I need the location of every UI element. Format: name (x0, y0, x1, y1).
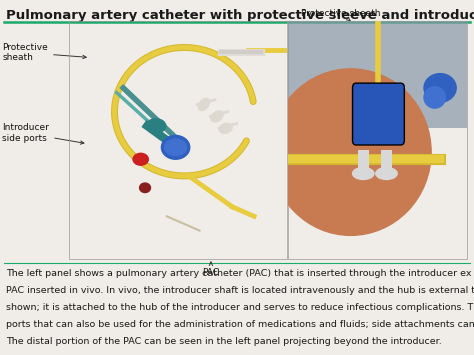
Bar (381, 150, 392, 169)
Ellipse shape (211, 111, 223, 122)
Ellipse shape (424, 73, 456, 102)
Ellipse shape (353, 168, 374, 180)
Text: Protective
sheath: Protective sheath (2, 43, 86, 62)
Text: Introducer shaft: Introducer shaft (301, 140, 374, 160)
Text: PAC inserted in vivo. In vivo, the introducer shaft is located intravenously and: PAC inserted in vivo. In vivo, the intro… (6, 286, 474, 295)
Ellipse shape (164, 139, 186, 156)
Bar (358, 150, 369, 169)
Text: Introducer hub: Introducer hub (301, 120, 368, 129)
Text: The distal portion of the PAC can be seen in the left panel projecting beyond th: The distal portion of the PAC can be see… (6, 337, 441, 346)
Ellipse shape (219, 124, 232, 133)
Text: Pulmonary artery catheter with protective sleeve and introducer: Pulmonary artery catheter with protectiv… (6, 9, 474, 22)
Text: Introducer
side ports: Introducer side ports (2, 124, 84, 144)
Text: Suture attachments: Suture attachments (301, 161, 391, 196)
Text: shown; it is attached to the hub of the introducer and serves to reduce infectio: shown; it is attached to the hub of the … (6, 303, 474, 312)
Ellipse shape (139, 183, 150, 192)
Text: ports that can also be used for the administration of medications and fluids; si: ports that can also be used for the admi… (6, 320, 474, 329)
Text: PAC: PAC (202, 262, 219, 277)
Bar (288, 21, 467, 259)
Ellipse shape (146, 119, 166, 133)
Ellipse shape (198, 98, 210, 111)
FancyBboxPatch shape (353, 83, 404, 145)
Text: The left panel shows a pulmonary artery catheter (PAC) that is inserted through : The left panel shows a pulmonary artery … (6, 269, 474, 278)
Bar (69, 21, 287, 259)
Ellipse shape (376, 168, 397, 180)
Ellipse shape (424, 87, 446, 108)
Ellipse shape (270, 69, 431, 235)
Bar (288, 21, 467, 128)
Text: Protective sheath: Protective sheath (301, 9, 381, 21)
Ellipse shape (161, 136, 190, 159)
Ellipse shape (133, 153, 148, 165)
